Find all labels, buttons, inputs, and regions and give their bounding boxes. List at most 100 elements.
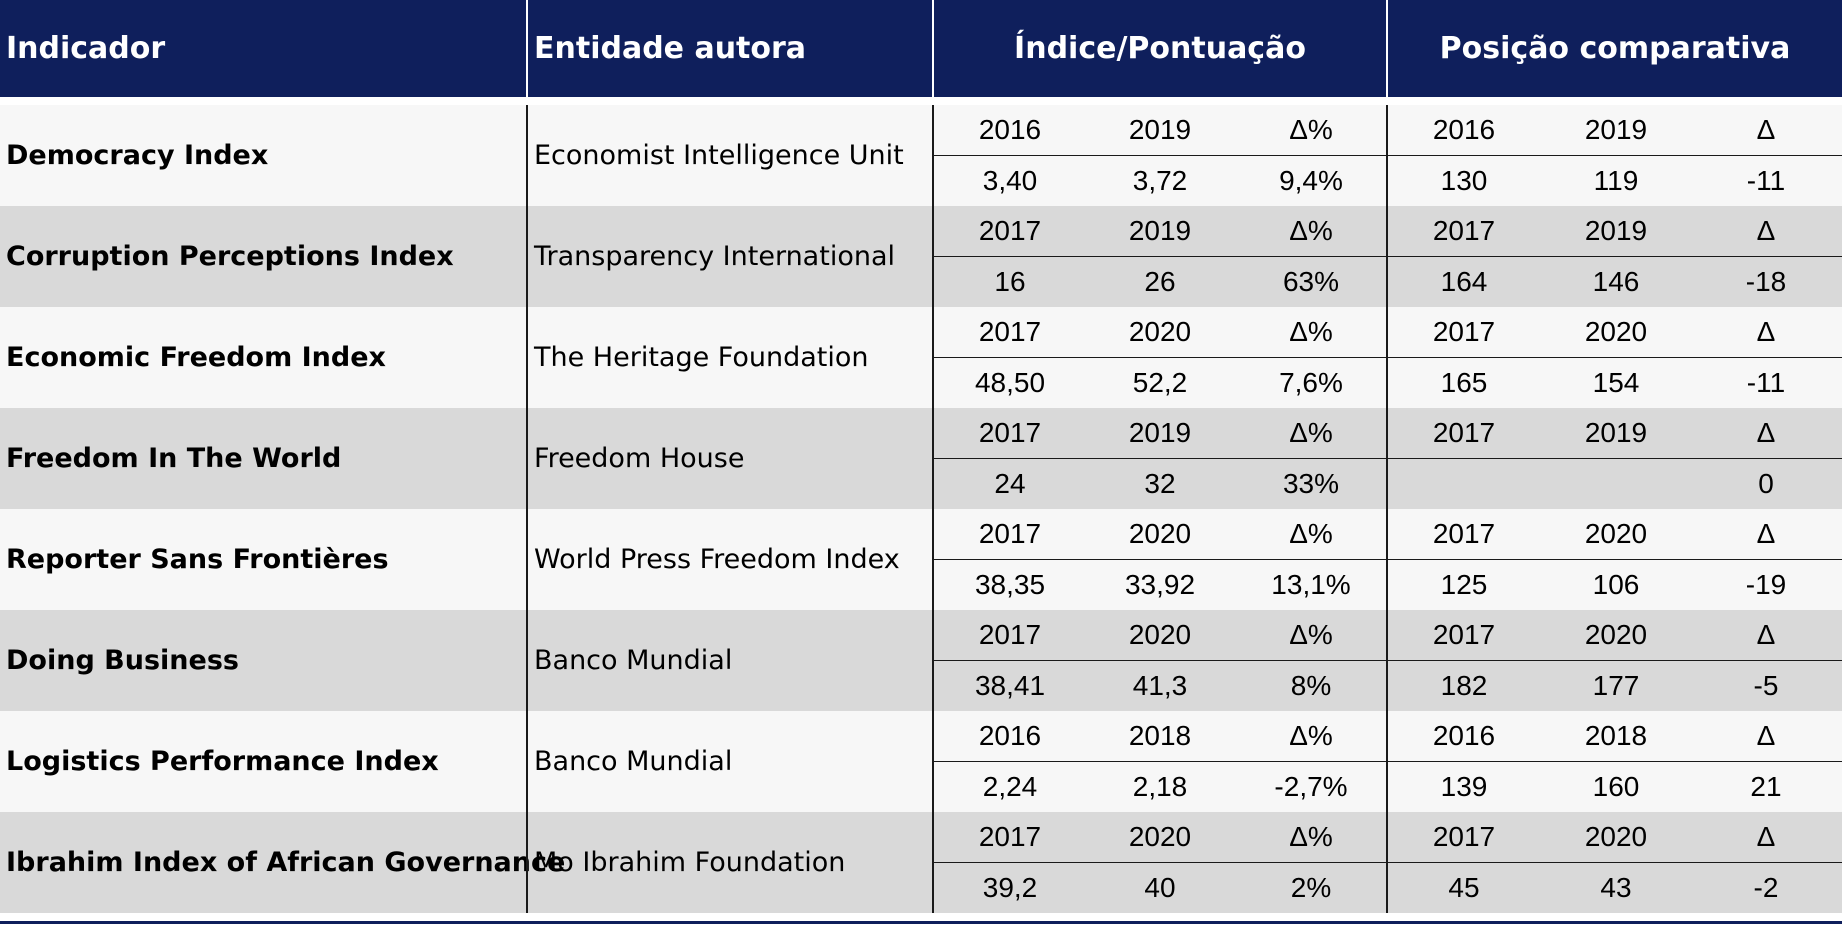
cell-divider [1388, 559, 1842, 560]
score-value: 38,41 [974, 670, 1046, 701]
indicator-name: Doing Business [6, 645, 239, 676]
header-indicator: Indicador [6, 31, 166, 66]
rank-value [1546, 459, 1686, 509]
rank-year: 2017 [1432, 417, 1496, 448]
header-rank: Posição comparativa [1439, 31, 1791, 66]
rank-value: 154 [1592, 367, 1640, 398]
indicator-name: Logistics Performance Index [6, 746, 439, 777]
indicator-name: Corruption Perceptions Index [6, 241, 454, 272]
table-row: Reporter Sans Frontières World Press Free… [0, 509, 1842, 610]
rank-value: -19 [1745, 569, 1787, 600]
score-value: 52,2 [1132, 367, 1188, 398]
entity-name: Mo Ibrahim Foundation [534, 847, 846, 878]
score-value: 8% [1290, 670, 1332, 701]
rank-value: 139 [1440, 771, 1488, 802]
table-row: Corruption Perceptions Index Transparency… [0, 206, 1842, 307]
cell-divider [934, 256, 1386, 257]
rank-year: 2020 [1584, 316, 1648, 347]
rank-value: -11 [1746, 165, 1786, 196]
score-year: 2016 [978, 114, 1042, 145]
score-value: 39,2 [982, 872, 1038, 903]
score-year: Δ% [1289, 316, 1333, 347]
rank-value: -18 [1745, 266, 1787, 297]
rank-value: -5 [1753, 670, 1779, 701]
rank-year: Δ [1756, 821, 1776, 852]
score-year: 2018 [1128, 720, 1192, 751]
score-year: Δ% [1289, 417, 1333, 448]
score-value: 3,40 [982, 165, 1038, 196]
entity-name: Economist Intelligence Unit [534, 140, 904, 171]
rank-year: Δ [1756, 720, 1776, 751]
table-row: Democracy Index Economist Intelligence Un… [0, 105, 1842, 206]
header-divider [526, 0, 528, 97]
score-value: 38,35 [974, 569, 1046, 600]
header-divider [932, 0, 934, 97]
table-row: Doing Business Banco Mundial 2017 2020 Δ% 38,… [0, 610, 1842, 711]
rank-year: Δ [1756, 114, 1776, 145]
cell-divider [1388, 660, 1842, 661]
rank-value [1394, 459, 1534, 509]
cell-divider [934, 761, 1386, 762]
table-row: Freedom In The World Freedom House 2017 201… [0, 408, 1842, 509]
score-year: 2017 [978, 518, 1042, 549]
score-value: 33% [1282, 468, 1340, 499]
entity-name: Freedom House [534, 443, 745, 474]
rank-value: 164 [1440, 266, 1488, 297]
score-year: 2019 [1128, 114, 1192, 145]
score-year: 2016 [978, 720, 1042, 751]
entity-name: The Heritage Foundation [534, 342, 869, 373]
cell-divider [934, 357, 1386, 358]
cell-divider [934, 458, 1386, 459]
rank-year: 2016 [1432, 720, 1496, 751]
entity-name: Banco Mundial [534, 746, 733, 777]
column-divider [1386, 105, 1388, 913]
rank-value: 177 [1592, 670, 1640, 701]
score-year: 2019 [1128, 215, 1192, 246]
cell-divider [934, 660, 1386, 661]
score-value: 48,50 [974, 367, 1046, 398]
column-divider [526, 105, 528, 913]
rank-value: 130 [1440, 165, 1488, 196]
indicator-name: Reporter Sans Frontières [6, 544, 389, 575]
indicator-name: Economic Freedom Index [6, 342, 386, 373]
score-value: 32 [1144, 468, 1176, 499]
indicator-name: Democracy Index [6, 140, 269, 171]
cell-divider [934, 862, 1386, 863]
table-bottom-border [0, 921, 1842, 924]
rank-value: 21 [1750, 771, 1782, 802]
rank-year: Δ [1756, 417, 1776, 448]
score-year: Δ% [1289, 114, 1333, 145]
rank-year: Δ [1756, 518, 1776, 549]
entity-name: Transparency International [534, 241, 895, 272]
rank-year: 2019 [1584, 215, 1648, 246]
cell-divider [1388, 155, 1842, 156]
rank-year: 2017 [1432, 821, 1496, 852]
rank-year: 2018 [1584, 720, 1648, 751]
rank-year: 2017 [1432, 215, 1496, 246]
rank-value: -11 [1746, 367, 1786, 398]
rank-value: 119 [1593, 165, 1639, 196]
score-year: Δ% [1289, 720, 1333, 751]
rank-year: 2020 [1584, 619, 1648, 650]
score-year: 2017 [978, 417, 1042, 448]
cell-divider [1388, 862, 1842, 863]
score-value: 40 [1144, 872, 1176, 903]
rank-value: 146 [1592, 266, 1640, 297]
rank-value: 106 [1592, 569, 1640, 600]
score-value: 9,4% [1279, 165, 1343, 196]
cell-divider [1388, 458, 1842, 459]
score-year: 2017 [978, 316, 1042, 347]
rank-value: 165 [1440, 367, 1488, 398]
rank-value: 43 [1600, 872, 1632, 903]
rank-year: 2017 [1432, 316, 1496, 347]
score-value: 7,6% [1279, 367, 1343, 398]
header-score: Índice/Pontuação [1014, 31, 1306, 66]
rank-year: Δ [1756, 316, 1776, 347]
score-value: 2,18 [1132, 771, 1188, 802]
header-entity: Entidade autora [534, 31, 807, 66]
score-value: 2,24 [982, 771, 1038, 802]
score-value: 24 [994, 468, 1026, 499]
rank-year: 2019 [1584, 114, 1648, 145]
indicator-name: Ibrahim Index of African Governance [6, 847, 566, 878]
rank-year: 2020 [1584, 518, 1648, 549]
